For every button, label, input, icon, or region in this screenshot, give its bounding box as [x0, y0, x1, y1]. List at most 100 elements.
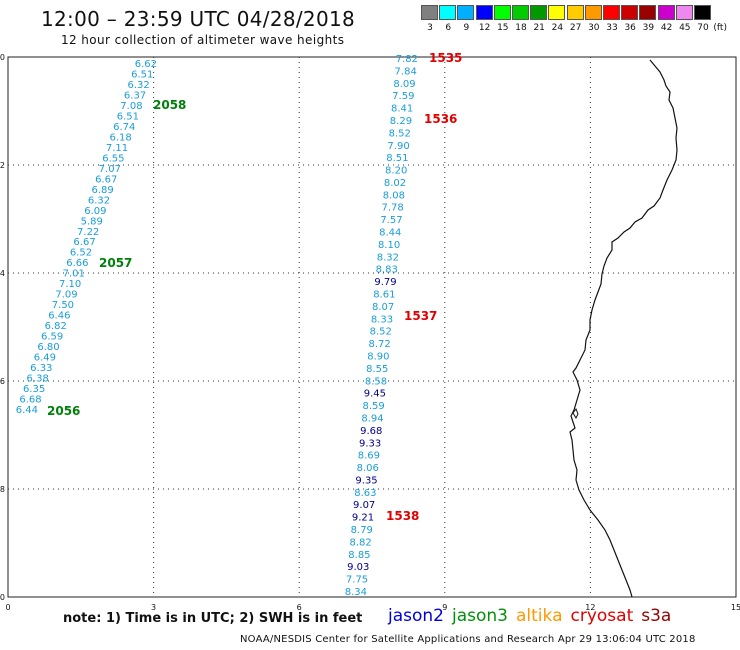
swh-track-2056-value: 7.11 [106, 143, 128, 154]
lon-tick-9: 9 [442, 603, 447, 612]
lon-tick-12: 12 [585, 603, 595, 612]
swh-pass-15xx-value: 8.72 [368, 339, 390, 350]
swh-pass-15xx-value: 8.52 [389, 128, 411, 139]
swh-track-2056-value: 6.59 [41, 332, 63, 343]
swh-track-2056-value: 6.51 [117, 111, 139, 122]
swh-track-2056-value: 6.35 [23, 384, 45, 395]
legend-label-24: 24 [551, 23, 564, 33]
satellite-cryosat: cryosat [570, 606, 634, 626]
swh-pass-15xx-value: 9.35 [355, 475, 377, 486]
swh-pass-15xx-value: 8.06 [357, 463, 379, 474]
legend-label-70: 70 [697, 23, 709, 33]
swh-pass-15xx-value: 8.58 [365, 376, 387, 387]
swh-pass-15xx-value: 8.44 [379, 228, 401, 239]
swh-pass-15xx-value: 9.21 [352, 513, 374, 524]
legend-label-18: 18 [515, 23, 527, 33]
swh-track-2056-value: 6.55 [102, 153, 124, 164]
swh-pass-15xx-value: 7.78 [382, 203, 404, 214]
swh-track-2056-value: 6.33 [30, 363, 52, 374]
coastline [569, 59, 678, 598]
legend-label-6: 6 [445, 23, 452, 33]
lat-tick-12: 12 [0, 161, 5, 170]
legend-label-30: 30 [588, 23, 600, 33]
swh-pass-15xx-value: 8.34 [345, 587, 367, 598]
swh-pass-15xx-value: 9.79 [374, 277, 396, 288]
swh-track-2056-value: 6.74 [113, 122, 135, 133]
legend-swatch-39 [639, 5, 657, 20]
swh-track-2056-value: 6.37 [124, 90, 146, 101]
pass-label-1537: 1537 [404, 309, 437, 323]
swh-pass-15xx-value: 9.33 [359, 438, 381, 449]
swh-pass-15xx-value: 9.07 [353, 500, 375, 511]
lat-tick-10: 10 [0, 53, 5, 62]
swh-pass-15xx-value: 8.90 [367, 351, 389, 362]
footer-note: note: 1) Time is in UTC; 2) SWH is in fe… [63, 611, 363, 626]
swh-pass-15xx-value: 8.63 [354, 488, 376, 499]
legend-swatch-70 [694, 5, 711, 20]
lon-tick-3: 3 [151, 603, 156, 612]
swh-pass-15xx-value: 8.08 [383, 190, 405, 201]
swh-pass-15xx-value: 7.90 [387, 141, 409, 152]
legend-unit: (ft) [713, 23, 727, 33]
satellite-jason3: jason3 [452, 606, 508, 626]
legend-swatch-45 [675, 5, 693, 20]
swh-pass-15xx-value: 7.75 [346, 575, 368, 586]
swh-pass-15xx-value: 8.09 [393, 79, 415, 90]
swh-pass-15xx-value: 8.59 [363, 401, 385, 412]
legend-label-33: 33 [606, 23, 618, 33]
swh-track-2056-value: 7.07 [99, 164, 121, 175]
swh-track-2056-value: 6.49 [34, 353, 56, 364]
legend-swatch-6 [439, 5, 457, 20]
legend-label-27: 27 [569, 23, 582, 33]
swh-track-2056-value: 6.80 [37, 342, 59, 353]
legend-label-42: 42 [660, 23, 673, 33]
swh-track-2056-value: 7.09 [55, 290, 77, 301]
swh-track-2056-value: 6.62 [135, 59, 157, 70]
lon-tick-0: 0 [5, 603, 10, 612]
swh-track-2056-value: 6.89 [91, 185, 113, 196]
lat-tick-14: 14 [0, 269, 5, 278]
swh-track-2056-value: 6.38 [27, 374, 49, 385]
satellite-legend: jason2 jason3 altika cryosat s3a [388, 606, 679, 626]
swh-pass-15xx-value: 8.83 [376, 265, 398, 276]
pass-label-2058: 2058 [153, 98, 186, 112]
swh-track-2056-value: 6.32 [128, 80, 150, 91]
swh-pass-15xx-value: 8.82 [349, 537, 371, 548]
legend-label-36: 36 [624, 23, 636, 33]
legend-swatch-24 [548, 5, 566, 20]
swh-track-2056-value: 7.10 [59, 279, 81, 290]
swh-pass-15xx-value: 8.32 [377, 252, 399, 263]
lat-tick-20: 20 [0, 593, 5, 602]
swh-track-2056-value: 7.08 [120, 101, 142, 112]
legend-swatch-12 [475, 5, 493, 20]
pass-label-2056: 2056 [47, 404, 80, 418]
legend-label-3: 3 [427, 23, 433, 33]
swh-track-2056-value: 6.18 [109, 132, 131, 143]
swh-pass-15xx-value: 7.84 [395, 66, 417, 77]
legend-swatch-30 [584, 5, 602, 20]
map-frame [7, 56, 737, 598]
pass-label-2057: 2057 [99, 256, 132, 270]
swh-pass-15xx-value: 8.52 [370, 327, 392, 338]
swh-track-2056-value: 6.67 [95, 174, 117, 185]
swh-pass-15xx-value: 8.85 [348, 550, 370, 561]
pass-label-1535: 1535 [429, 51, 462, 65]
legend-swatch-27 [566, 5, 584, 20]
legend-swatch-15 [493, 5, 511, 20]
swh-pass-15xx-value: 7.57 [380, 215, 402, 226]
swh-track-2056-value: 5.89 [81, 216, 103, 227]
legend-label-21: 21 [533, 23, 545, 33]
legend-swatch-42 [657, 5, 675, 20]
swh-pass-15xx-value: 8.51 [386, 153, 408, 164]
legend-label-45: 45 [679, 23, 691, 33]
swh-track-2056-value: 6.46 [48, 311, 70, 322]
swh-pass-15xx-value: 9.68 [360, 426, 382, 437]
map-subtitle: 12 hour collection of altimeter wave hei… [61, 33, 345, 47]
swh-track-2056-value: 6.67 [73, 237, 95, 248]
swh-track-2056-value: 6.32 [88, 195, 110, 206]
swh-track-2056-value: 7.50 [52, 300, 74, 311]
swh-pass-15xx-value: 9.03 [347, 562, 369, 573]
swh-track-2056-value: 6.52 [70, 248, 92, 259]
legend-label-39: 39 [642, 23, 655, 33]
legend-label-15: 15 [497, 23, 509, 33]
